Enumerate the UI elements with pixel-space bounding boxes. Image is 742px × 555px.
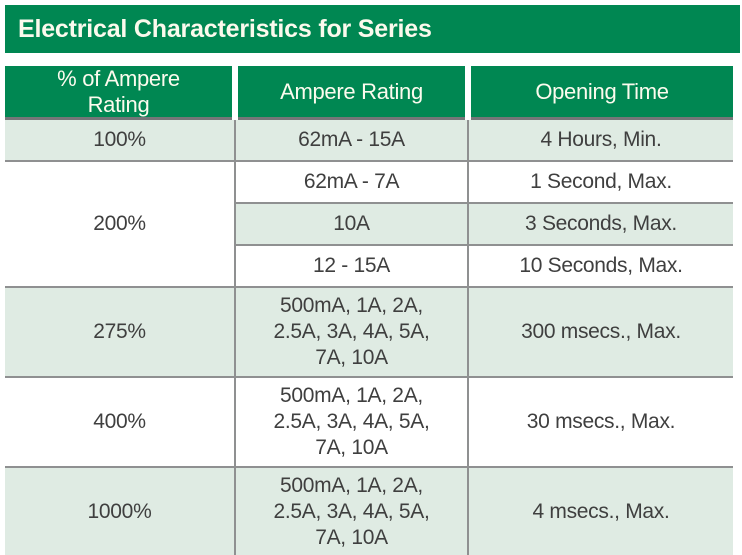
rating-cell: 200%	[5, 160, 235, 287]
opening-time-cell: 4 msecs., Max.	[467, 466, 733, 555]
table-body: 100% 62mA - 15A 4 Hours, Min. 200% 62mA - 7A…	[5, 117, 733, 555]
column-header-opening-time: Opening Time	[465, 66, 733, 120]
ampere-cell: 500mA, 1A, 2A, 2.5A, 3A, 4A, 5A, 7A, 10A	[234, 376, 468, 467]
ampere-cell: 500mA, 1A, 2A, 2.5A, 3A, 4A, 5A, 7A, 10A	[234, 466, 468, 555]
table-row: 100% 62mA - 15A 4 Hours, Min.	[5, 117, 733, 161]
section-title: Electrical Characteristics for Series	[18, 14, 432, 43]
table-row: 10A 3 Seconds, Max.	[5, 202, 733, 245]
opening-time-cell: 10 Seconds, Max.	[467, 244, 733, 287]
opening-time-cell: 4 Hours, Min.	[467, 117, 733, 161]
rating-cell: 1000%	[5, 466, 235, 555]
ampere-cell: 62mA - 7A	[234, 160, 468, 203]
section-title-bar: Electrical Characteristics for Series	[5, 5, 740, 53]
table-row: 400% 500mA, 1A, 2A, 2.5A, 3A, 4A, 5A, 7A,…	[5, 376, 733, 467]
ampere-cell: 10A	[234, 202, 468, 245]
opening-time-cell: 30 msecs., Max.	[467, 376, 733, 467]
table-row: 275% 500mA, 1A, 2A, 2.5A, 3A, 4A, 5A, 7A,…	[5, 286, 733, 377]
ampere-cell: 12 - 15A	[234, 244, 468, 287]
column-header-ampere-rating: Ampere Rating	[232, 66, 468, 120]
ampere-cell: 500mA, 1A, 2A, 2.5A, 3A, 4A, 5A, 7A, 10A	[234, 286, 468, 377]
opening-time-cell: 1 Second, Max.	[467, 160, 733, 203]
rating-cell: 100%	[5, 117, 235, 161]
opening-time-cell: 300 msecs., Max.	[467, 286, 733, 377]
electrical-characteristics-table: % of Ampere Rating Ampere Rating Opening…	[5, 66, 733, 555]
column-header-percent-of-ampere-rating: % of Ampere Rating	[5, 66, 235, 120]
rating-cell: 400%	[5, 376, 235, 467]
opening-time-cell: 3 Seconds, Max.	[467, 202, 733, 245]
table-row: 1000% 500mA, 1A, 2A, 2.5A, 3A, 4A, 5A, 7A…	[5, 466, 733, 555]
ampere-cell: 62mA - 15A	[234, 117, 468, 161]
header-row: % of Ampere Rating Ampere Rating Opening…	[5, 66, 733, 120]
rating-cell: 275%	[5, 286, 235, 377]
table-header: % of Ampere Rating Ampere Rating Opening…	[5, 66, 733, 120]
table-row: 200% 62mA - 7A 1 Second, Max.	[5, 160, 733, 287]
table-row: 12 - 15A 10 Seconds, Max.	[5, 244, 733, 287]
